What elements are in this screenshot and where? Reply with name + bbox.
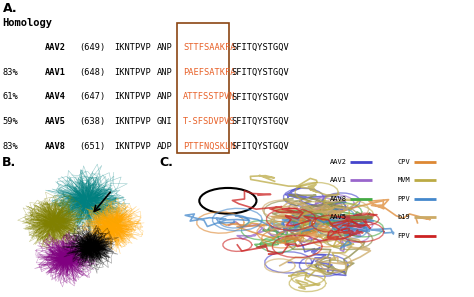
Text: Homology: Homology bbox=[3, 18, 53, 28]
Text: (651): (651) bbox=[80, 142, 106, 151]
Text: PAEFSATKFA: PAEFSATKFA bbox=[183, 68, 236, 77]
Text: ANP: ANP bbox=[156, 68, 173, 77]
Text: T-SFSDVPVS: T-SFSDVPVS bbox=[183, 117, 236, 126]
Text: IKNTPVP: IKNTPVP bbox=[114, 142, 151, 151]
Text: AAV8: AAV8 bbox=[330, 196, 347, 202]
Text: ANP: ANP bbox=[156, 43, 173, 52]
Text: ANP: ANP bbox=[156, 92, 173, 102]
Text: (647): (647) bbox=[80, 92, 106, 102]
Text: CPV: CPV bbox=[398, 159, 410, 165]
Text: (649): (649) bbox=[80, 43, 106, 52]
Text: AAV1: AAV1 bbox=[45, 68, 66, 77]
Text: MVM: MVM bbox=[398, 177, 410, 183]
Text: AAV5: AAV5 bbox=[330, 214, 347, 220]
Text: FPV: FPV bbox=[398, 233, 410, 239]
Text: PPV: PPV bbox=[398, 196, 410, 202]
Text: 83%: 83% bbox=[3, 142, 18, 151]
Text: (638): (638) bbox=[80, 117, 106, 126]
Text: AAV4: AAV4 bbox=[45, 92, 66, 102]
Text: AAV8: AAV8 bbox=[45, 142, 66, 151]
Text: 83%: 83% bbox=[3, 68, 18, 77]
Text: (648): (648) bbox=[80, 68, 106, 77]
Text: IKNTPVP: IKNTPVP bbox=[114, 92, 151, 102]
Text: AAV5: AAV5 bbox=[45, 117, 66, 126]
Text: SFITQYSTGQV: SFITQYSTGQV bbox=[231, 68, 289, 77]
Text: SFITQYSTGQV: SFITQYSTGQV bbox=[231, 92, 289, 102]
Text: IKNTPVP: IKNTPVP bbox=[114, 43, 151, 52]
Text: A.: A. bbox=[3, 2, 17, 15]
Text: 59%: 59% bbox=[3, 117, 18, 126]
Text: 61%: 61% bbox=[3, 92, 18, 102]
Text: C.: C. bbox=[160, 156, 173, 169]
Text: AAV2: AAV2 bbox=[330, 159, 347, 165]
Text: SFITQYSTGQV: SFITQYSTGQV bbox=[231, 117, 289, 126]
Text: AAV2: AAV2 bbox=[45, 43, 66, 52]
Text: b19: b19 bbox=[398, 214, 410, 220]
Text: ATTFSSTPVN: ATTFSSTPVN bbox=[183, 92, 236, 102]
Text: B.: B. bbox=[1, 156, 16, 169]
Text: SFITQYSTGQV: SFITQYSTGQV bbox=[231, 43, 289, 52]
Text: IKNTPVP: IKNTPVP bbox=[114, 68, 151, 77]
Text: GNI: GNI bbox=[156, 117, 173, 126]
Text: AAV1: AAV1 bbox=[330, 177, 347, 183]
Text: PTTFNQSKLN: PTTFNQSKLN bbox=[183, 142, 236, 151]
Text: ADP: ADP bbox=[156, 142, 173, 151]
Text: SFITQYSTGQV: SFITQYSTGQV bbox=[231, 142, 289, 151]
Text: STTFSAAKFA: STTFSAAKFA bbox=[183, 43, 236, 52]
Text: IKNTPVP: IKNTPVP bbox=[114, 117, 151, 126]
